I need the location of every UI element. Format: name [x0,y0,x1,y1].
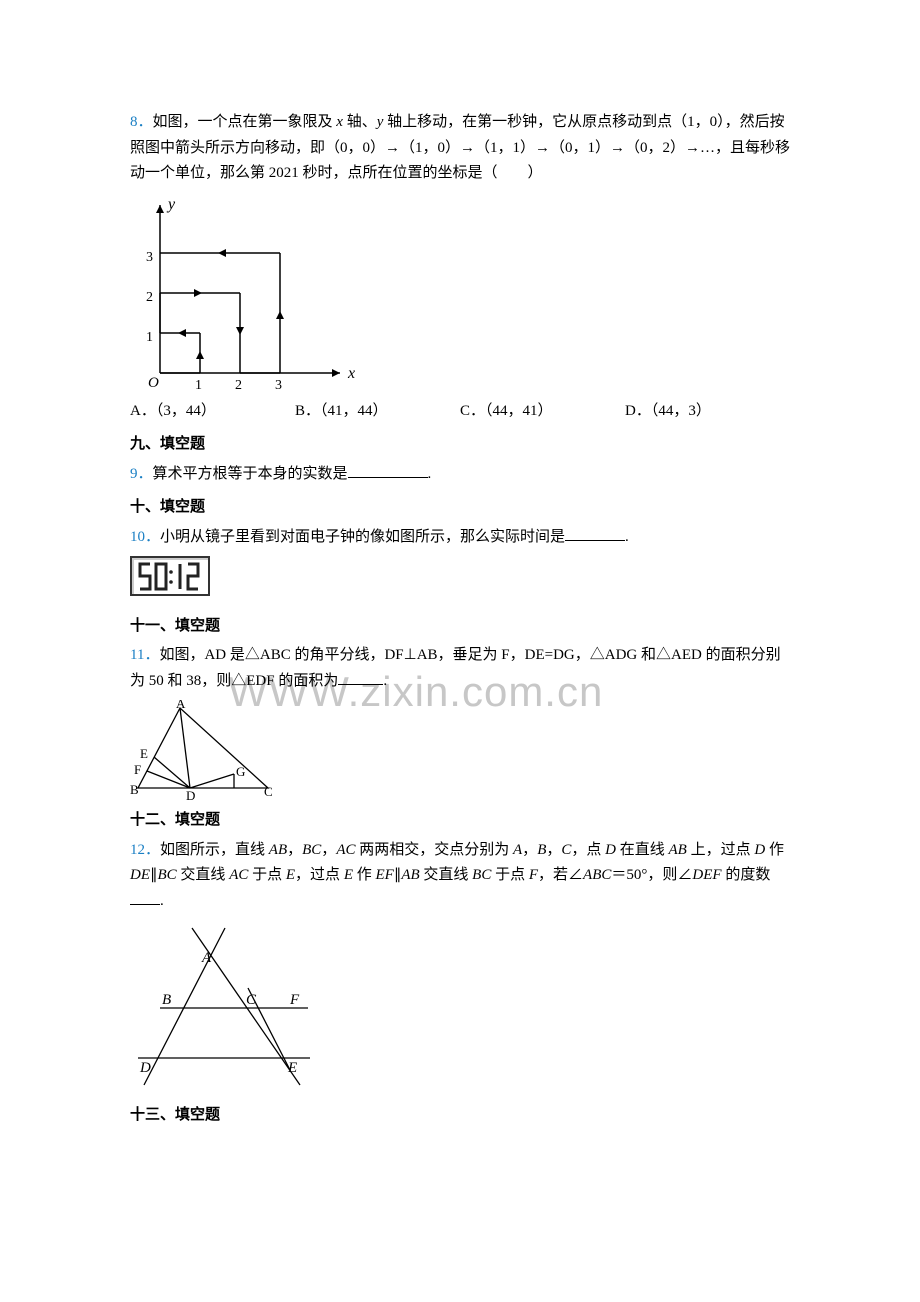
q11-text: 11．如图，AD 是△ABC 的角平分线，DF⊥AB，垂足为 F，DE=DG，△… [130,643,790,694]
svg-text:C: C [246,992,257,1008]
q12-figure: A B C F D E [130,920,790,1095]
svg-text:1: 1 [195,378,202,393]
q8-x: x [336,114,343,130]
q9-number: 9． [130,466,153,482]
q8-prefix: 如图，一个点在第一象限及 [153,114,337,130]
clock-frame [130,556,210,596]
q12-blank [130,890,160,905]
q8-option-b: B．（41，44） [295,399,460,425]
origin-label: O [148,375,159,391]
svg-text:B: B [130,782,139,797]
q8-option-a: A．（3，44） [130,399,295,425]
q8-option-d: D．（44，3） [625,399,790,425]
x-axis-label: x [347,365,355,382]
svg-text:2: 2 [235,378,242,393]
svg-text:E: E [287,1060,297,1076]
q9-body: 算术平方根等于本身的实数是 [153,466,348,482]
svg-text:D: D [186,788,195,800]
svg-text:3: 3 [146,250,153,265]
q10-number: 10． [130,529,160,545]
svg-text:F: F [134,762,141,777]
q8-option-c: C．（44，41） [460,399,625,425]
q8-options: A．（3，44） B．（41，44） C．（44，41） D．（44，3） [130,399,790,425]
svg-text:E: E [140,746,148,761]
svg-text:3: 3 [275,378,282,393]
q10-text: 10．小明从镜子里看到对面电子钟的像如图所示，那么实际时间是. [130,525,790,551]
svg-text:2: 2 [146,290,153,305]
svg-text:D: D [139,1060,151,1076]
y-axis-label: y [166,196,176,213]
q8-text: 8．如图，一个点在第一象限及 x 轴、y 轴上移动，在第一秒钟，它从原点移动到点… [130,110,790,187]
q11-figure: A B C D E F G [130,700,790,800]
q12-number: 12． [130,842,160,858]
section-13-head: 十三、填空题 [130,1103,790,1129]
svg-text:A: A [201,950,212,966]
svg-text:A: A [176,700,186,711]
q11-number: 11． [130,647,159,663]
q10-clock-figure [130,556,790,606]
q8-figure: x y O 1 2 3 1 2 3 [130,193,790,393]
q11-body: 如图，AD 是△ABC 的角平分线，DF⊥AB，垂足为 F，DE=DG，△ADG… [130,647,781,689]
q9-suffix: . [428,466,432,482]
svg-text:1: 1 [146,330,153,345]
section-10-head: 十、填空题 [130,495,790,521]
svg-text:F: F [289,992,300,1008]
q11-blank [338,670,383,685]
q10-suffix: . [625,529,629,545]
q12-text: 12．如图所示，直线 AB，BC，AC 两两相交，交点分别为 A，B，C，点 D… [130,838,790,915]
q10-blank [565,526,625,541]
svg-text:B: B [162,992,171,1008]
q10-body: 小明从镜子里看到对面电子钟的像如图所示，那么实际时间是 [160,529,565,545]
section-11-head: 十一、填空题 [130,614,790,640]
q11-suffix: . [383,673,387,689]
svg-text:G: G [236,764,245,779]
q8-mid1: 轴、 [343,114,377,130]
q8-number: 8． [130,114,153,130]
section-9-head: 九、填空题 [130,432,790,458]
svg-text:C: C [264,784,273,799]
q9-blank [348,463,428,478]
section-12-head: 十二、填空题 [130,808,790,834]
q9-text: 9．算术平方根等于本身的实数是. [130,462,790,488]
